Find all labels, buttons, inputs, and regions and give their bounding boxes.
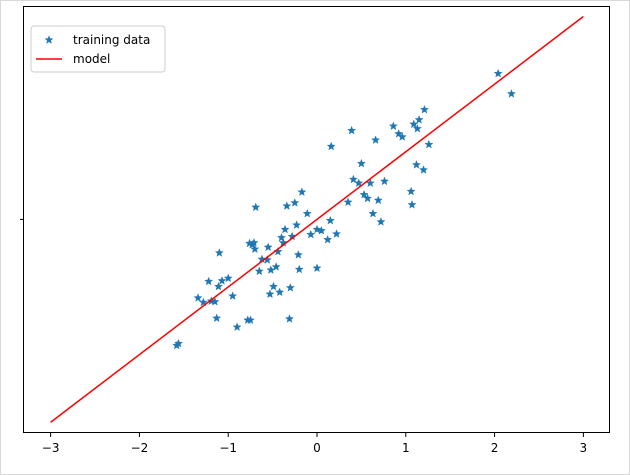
data-point [210, 297, 220, 306]
data-point [266, 265, 276, 274]
data-point [397, 132, 407, 141]
data-point [363, 193, 373, 203]
data-point [332, 229, 342, 238]
x-tick-label: −2 [131, 441, 149, 455]
plot-area [50, 15, 584, 423]
data-point [414, 115, 424, 124]
data-point [306, 229, 316, 239]
legend-item: training data [44, 33, 150, 47]
data-point [312, 263, 322, 273]
data-point [297, 187, 307, 196]
data-point [223, 273, 233, 283]
data-point [285, 283, 295, 292]
data-point [506, 89, 516, 98]
data-point [280, 224, 290, 234]
legend-label: training data [73, 33, 150, 47]
legend: training data model [30, 25, 166, 73]
data-point [419, 165, 429, 174]
data-point [354, 178, 364, 188]
data-point [293, 250, 303, 259]
data-point [284, 314, 294, 323]
data-point [198, 297, 208, 307]
data-point [204, 276, 214, 286]
x-tick-label: −3 [42, 441, 60, 455]
data-point [406, 186, 416, 196]
data-point [254, 266, 264, 276]
data-point [302, 208, 312, 218]
x-tick-label: 3 [580, 441, 588, 455]
data-point [173, 338, 184, 348]
data-point [312, 224, 322, 234]
x-tick-label: 2 [491, 441, 499, 455]
axes-frame [23, 6, 610, 433]
x-tick-label: 1 [402, 441, 410, 455]
legend-label: model [73, 52, 110, 66]
data-point [217, 276, 227, 285]
x-tick-label: −1 [219, 441, 237, 455]
data-point [282, 201, 292, 210]
data-point [232, 322, 242, 331]
data-point [294, 264, 304, 274]
series-model [50, 15, 584, 423]
data-point [214, 248, 224, 257]
data-point [262, 255, 272, 264]
data-point [347, 125, 357, 135]
data-point [412, 123, 422, 133]
data-point [376, 217, 386, 226]
data-point [325, 215, 335, 225]
data-point [212, 313, 222, 323]
model-line [50, 15, 584, 423]
data-point [493, 68, 503, 78]
data-point [348, 174, 358, 184]
data-point [343, 197, 353, 207]
legend-star-swatch [44, 35, 54, 44]
data-point [411, 160, 421, 169]
data-point [326, 141, 336, 151]
x-tick-label: 0 [313, 441, 321, 455]
data-point [250, 244, 260, 254]
data-point [368, 208, 378, 218]
data-point [228, 291, 238, 300]
data-point [290, 198, 300, 207]
data-point [193, 293, 203, 302]
series-training-data [172, 68, 516, 350]
data-point [271, 262, 281, 271]
data-point [273, 246, 283, 256]
data-point [371, 135, 381, 144]
x-axis: −3 −2 −1 0 1 2 3 [42, 433, 587, 455]
data-point [265, 289, 275, 299]
data-point [249, 238, 259, 247]
data-point [359, 189, 369, 199]
data-point [275, 287, 285, 297]
data-point [388, 121, 398, 131]
data-point [316, 226, 326, 235]
data-point [323, 234, 333, 244]
data-point [268, 281, 279, 291]
data-point [407, 200, 417, 209]
data-point [245, 315, 255, 325]
data-point [419, 104, 429, 114]
legend-box [30, 25, 166, 73]
data-point [251, 202, 261, 212]
data-point [213, 281, 223, 291]
data-point [356, 158, 366, 168]
data-point [276, 232, 287, 242]
data-point [263, 242, 273, 252]
data-point [373, 195, 383, 205]
legend-item: model [36, 52, 110, 66]
data-point [379, 176, 389, 186]
data-point [292, 220, 302, 229]
data-point [424, 139, 434, 149]
